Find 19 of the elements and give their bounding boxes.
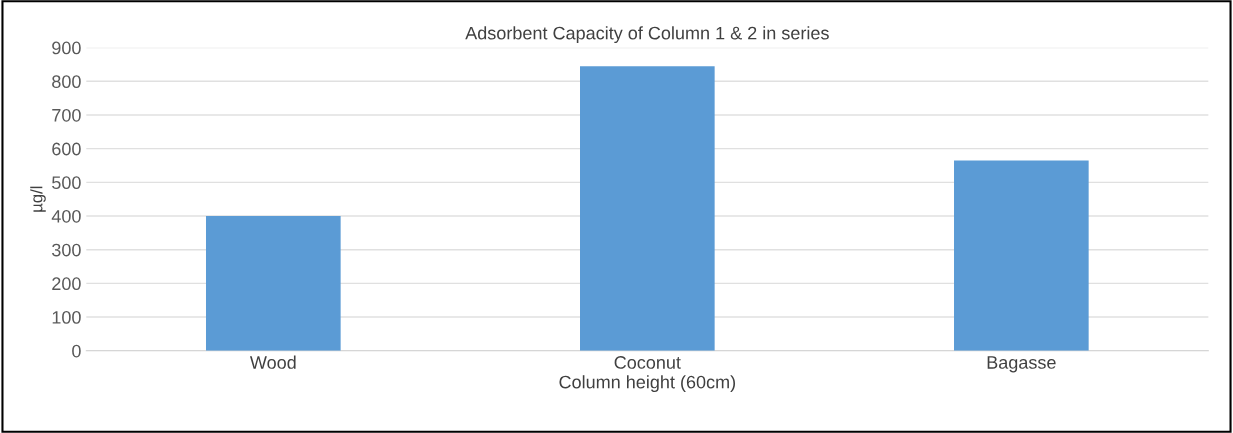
x-tick-label: Bagasse xyxy=(987,356,1056,373)
y-tick-label: 500 xyxy=(52,176,81,190)
y-tick-label: 600 xyxy=(52,142,81,156)
bar xyxy=(954,160,1089,351)
y-axis-title: µg/l xyxy=(30,186,46,212)
x-tick-label: Wood xyxy=(249,355,296,369)
y-tick-label: 300 xyxy=(52,243,81,257)
y-tick-label: 400 xyxy=(51,209,81,223)
y-tick-label: 100 xyxy=(52,310,81,324)
y-tick-label: 0 xyxy=(72,344,81,358)
x-axis-title: Column height (60cm) xyxy=(559,375,736,393)
y-tick-label: 900 xyxy=(52,41,81,55)
bar xyxy=(580,66,715,351)
y-tick-label: 700 xyxy=(52,108,81,122)
chart-title: Adsorbent Capacity of Column 1 & 2 in series xyxy=(465,26,829,44)
y-tick-label: 800 xyxy=(52,75,81,89)
y-tick-label: 200 xyxy=(52,277,81,291)
bar xyxy=(205,216,341,351)
x-tick-label: Coconut xyxy=(614,356,681,369)
